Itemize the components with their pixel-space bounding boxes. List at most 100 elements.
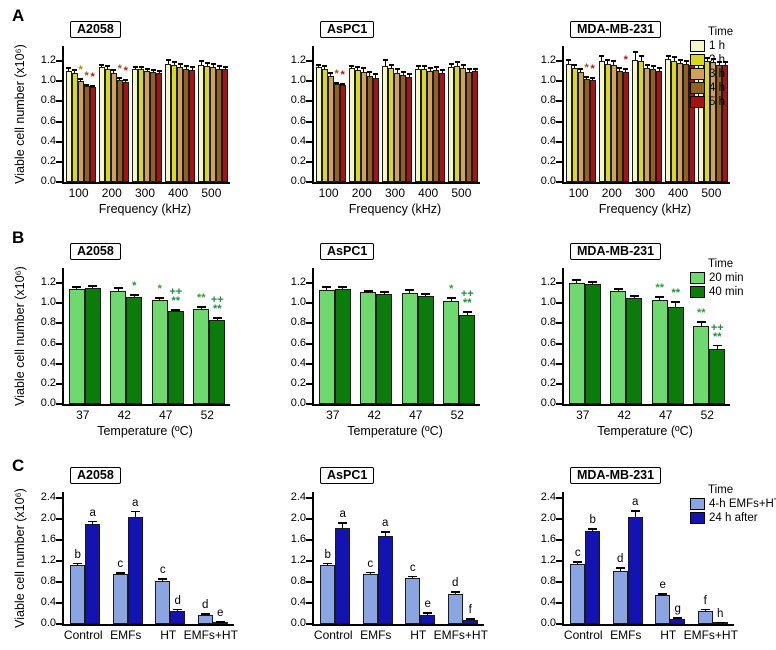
x-tick-label: 300	[384, 186, 406, 200]
bar	[677, 63, 684, 182]
plot-area: b c c d a a e f	[312, 492, 484, 626]
y-tick-mark	[556, 560, 562, 563]
x-tick-label: Control	[63, 628, 103, 642]
significance-annotation: *	[123, 65, 128, 78]
significance-annotation: d	[202, 599, 209, 611]
error-bar	[113, 287, 123, 292]
error-bar	[446, 297, 456, 302]
y-tick-label: 1.0	[290, 74, 306, 87]
bar	[156, 73, 162, 182]
bar	[448, 67, 455, 182]
bar	[177, 67, 184, 182]
error-bar	[379, 291, 389, 295]
bar	[366, 76, 373, 182]
error-bar	[630, 510, 640, 517]
bar	[198, 65, 205, 182]
error-bar	[323, 562, 333, 565]
bar	[127, 517, 143, 624]
error-bar	[605, 59, 611, 65]
y-tick-label: 2.0	[540, 512, 556, 525]
x-tick-label: HT	[410, 628, 427, 642]
error-bar	[216, 65, 222, 70]
error-bar	[462, 311, 472, 316]
legend-label: 20 min	[709, 272, 744, 284]
x-tick-label: 47	[659, 408, 673, 422]
error-bar	[673, 617, 683, 619]
significance-annotation: e	[424, 598, 431, 611]
bar	[70, 564, 86, 624]
error-bar	[322, 286, 332, 291]
error-bar	[578, 68, 584, 73]
bar	[651, 300, 668, 404]
x-axis-title: Frequency (kHz)	[348, 202, 442, 216]
x-tick-label: EMFs	[360, 628, 392, 642]
error-bar	[722, 61, 728, 66]
y-tick-mark	[56, 140, 62, 143]
panel-title: AsPC1	[320, 243, 375, 260]
error-bar	[138, 66, 144, 70]
error-bar	[696, 321, 706, 327]
bar	[71, 73, 78, 182]
legend-item: 2 h	[690, 54, 733, 66]
y-tick-label: 2.0	[40, 512, 56, 525]
section-label: B	[12, 228, 25, 247]
error-bar	[394, 68, 400, 74]
error-bar	[322, 65, 328, 70]
bar	[394, 73, 400, 182]
error-bar	[177, 63, 183, 68]
legend-title: Time	[708, 26, 734, 38]
x-tick-label: 42	[367, 408, 381, 422]
error-bar	[572, 64, 578, 69]
error-bar	[655, 296, 665, 301]
bar	[360, 72, 367, 182]
error-bar	[712, 344, 722, 349]
legend: Time 1 h 2 h 3 h 4 h 5 h	[690, 26, 733, 110]
y-tick-label: 0.6	[290, 336, 306, 349]
y-tick-mark	[56, 160, 62, 163]
y-tick-mark	[306, 80, 312, 83]
significance-annotation: *	[157, 283, 162, 296]
section-c: C Viable cell number (x10⁶) A2058 b c c d a a d e 0…	[0, 450, 776, 650]
error-bar	[584, 76, 590, 80]
significance-annotation: g	[674, 603, 681, 616]
x-axis-title: Frequency (kHz)	[98, 202, 192, 216]
y-tick-label: 0.6	[290, 114, 306, 127]
legend-swatch	[690, 54, 705, 66]
y-tick-label: 1.2	[540, 554, 556, 567]
error-bar	[665, 55, 671, 60]
y-tick-mark	[556, 322, 562, 325]
error-bar	[365, 571, 375, 574]
bar	[683, 64, 690, 182]
x-tick-label: 37	[76, 408, 90, 422]
y-tick-label: 0.4	[40, 134, 56, 147]
y-tick-label: 0.8	[40, 575, 56, 588]
y-tick-label: 0.8	[540, 575, 556, 588]
y-tick-mark	[556, 140, 562, 143]
y-tick-mark	[556, 539, 562, 542]
y-tick-label: 0.8	[40, 94, 56, 107]
y-tick-mark	[56, 382, 62, 385]
bar	[704, 61, 711, 182]
significance-annotation: *	[449, 283, 454, 296]
error-bar	[338, 286, 348, 290]
bar	[466, 72, 473, 182]
bar	[710, 62, 717, 182]
bar	[334, 289, 351, 404]
bar	[77, 81, 84, 182]
chart-panel: AsPC1 b c c d a a e f 0.0 0.4 0.8 1.2 1.6 2.0 2.4 Contro…	[272, 450, 512, 650]
legend: Time 4-h EMFs+HT 24 h after	[690, 484, 776, 526]
legend-label: 24 h after	[709, 512, 758, 524]
y-tick-mark	[556, 160, 562, 163]
x-tick-label: 400	[168, 186, 189, 200]
bar	[716, 65, 723, 182]
y-tick-label: 0.0	[540, 397, 556, 409]
x-tick-label: HT	[660, 628, 677, 642]
legend-label: 4-h EMFs+HT	[709, 498, 776, 510]
error-bar	[183, 65, 189, 70]
panel-title: MDA-MB-231	[570, 467, 662, 484]
significance-annotation: ++ **	[710, 321, 724, 343]
x-tick-label: EMFs+HT	[433, 628, 488, 642]
x-axis-title: Frequency (kHz)	[598, 202, 692, 216]
x-tick-label: EMFs+HT	[683, 628, 738, 642]
y-tick-label: 0.2	[290, 376, 306, 389]
